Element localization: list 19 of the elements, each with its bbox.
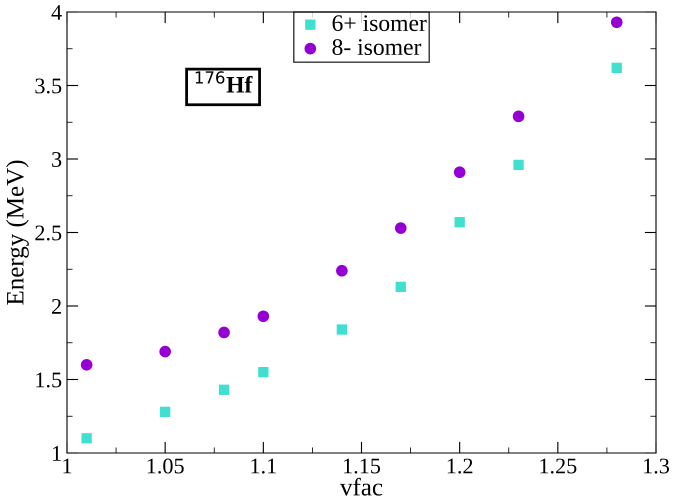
annotation: $^{176}$Hf	[196, 71, 253, 93]
x-tick-label: 1	[63, 458, 72, 474]
x-tick-label: 1.3	[644, 458, 670, 474]
y-tick-label: 2	[52, 298, 61, 314]
y-tick-label: 4	[51, 5, 62, 20]
x-tick-label: 1.05	[148, 458, 184, 474]
y-tick-label: 1	[52, 446, 61, 461]
x-tick-label: 1.1	[251, 458, 276, 474]
y-axis-title: Energy (MeV)	[6, 160, 29, 305]
y-tick-label: 3.5	[35, 78, 62, 94]
x-tick-label: 1.15	[344, 458, 380, 474]
y-tick-label: 3	[52, 152, 62, 167]
x-tick-label: 1.25	[540, 458, 576, 474]
y-tick-label: 1.5	[36, 372, 62, 388]
x-tick-label: 1.2	[448, 458, 472, 474]
legend-label: 6+ isomer	[332, 15, 427, 32]
y-tick-label: 2.5	[35, 225, 62, 241]
x-axis-title: vfac	[340, 478, 382, 496]
legend-label: 8- isomer	[332, 39, 422, 56]
